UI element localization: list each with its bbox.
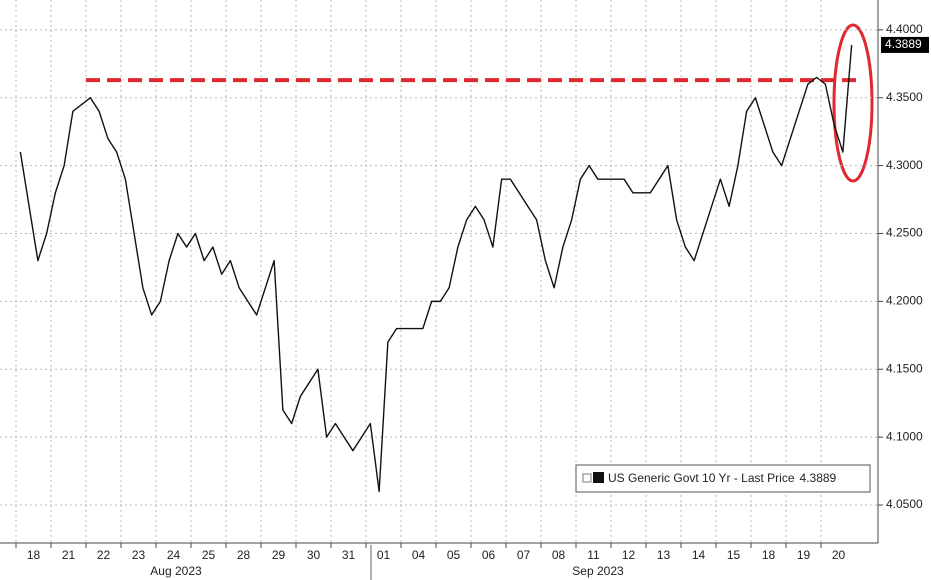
month-label: Sep 2023	[572, 564, 624, 578]
y-tick-label: 4.2000	[886, 294, 923, 308]
y-tick-label: 4.3500	[886, 90, 923, 104]
x-tick-label: 19	[797, 548, 811, 562]
highlight-ellipse	[832, 23, 874, 183]
x-tick-label: 08	[552, 548, 566, 562]
y-tick-label: 4.2500	[886, 226, 923, 240]
x-tick-label: 28	[237, 548, 251, 562]
x-tick-label: 24	[167, 548, 181, 562]
x-tick-label: 05	[447, 548, 461, 562]
legend-toggle	[582, 473, 592, 483]
price-line	[19, 44, 853, 493]
month-label: Aug 2023	[150, 564, 202, 578]
last-price-label: 4.3889	[885, 37, 922, 51]
x-tick-label: 22	[97, 548, 111, 562]
x-tick-label: 06	[482, 548, 496, 562]
x-tick-label: 18	[762, 548, 776, 562]
y-tick-label: 4.4000	[886, 22, 923, 36]
legend-series-name: US Generic Govt 10 Yr - Last Price	[608, 471, 795, 485]
last-price-box	[881, 36, 929, 53]
x-tick-label: 01	[377, 548, 391, 562]
legend-label: US Generic Govt 10 Yr - Last Price 4.3889	[608, 471, 837, 485]
y-tick-label: 4.0500	[886, 497, 923, 511]
x-tick-label: 25	[202, 548, 216, 562]
x-tick-label: 15	[727, 548, 741, 562]
x-tick-label: 11	[587, 548, 600, 562]
x-tick-label: 14	[692, 548, 706, 562]
y-tick-label: 4.1000	[886, 429, 923, 443]
x-tick-label: 04	[412, 548, 426, 562]
x-tick-label: 20	[832, 548, 846, 562]
x-tick-label: 18	[27, 548, 41, 562]
x-tick-label: 13	[657, 548, 671, 562]
y-tick-label: 4.1500	[886, 361, 923, 375]
x-tick-label: 30	[307, 548, 321, 562]
legend: US Generic Govt 10 Yr - Last Price 4.3889	[575, 464, 871, 493]
x-tick-label: 21	[62, 548, 76, 562]
x-tick-label: 07	[517, 548, 531, 562]
legend-box	[575, 464, 871, 493]
x-tick-label: 12	[622, 548, 636, 562]
x-tick-label: 31	[342, 548, 356, 562]
legend-last-value: 4.3889	[800, 471, 837, 485]
x-tick-label: 23	[132, 548, 146, 562]
y-tick-label: 4.3000	[886, 158, 923, 172]
x-tick-label: 29	[272, 548, 286, 562]
legend-swatch	[593, 472, 604, 483]
